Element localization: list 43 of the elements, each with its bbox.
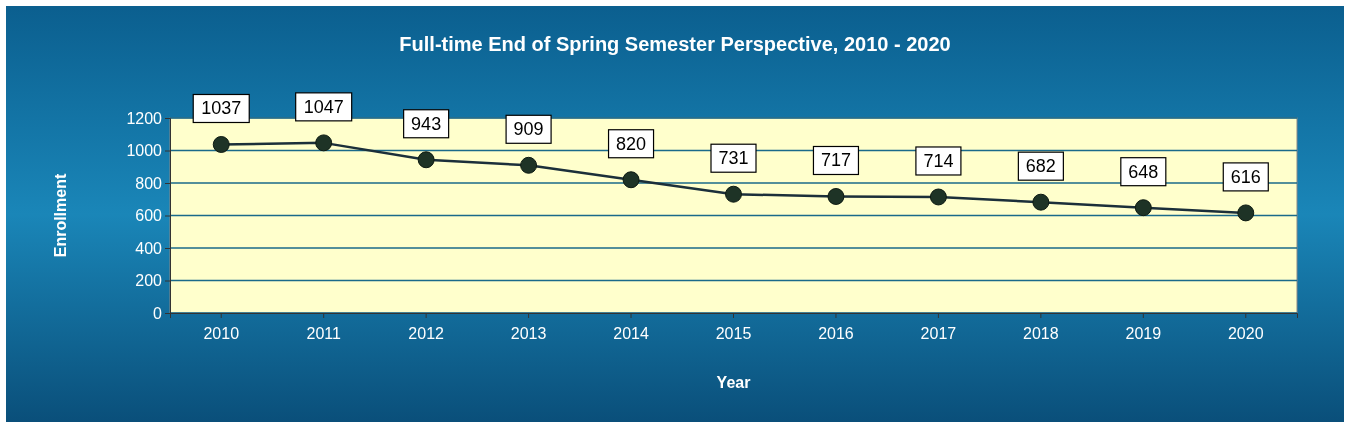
data-label: 1047 <box>303 96 344 117</box>
x-tick-label: 2018 <box>1023 324 1059 342</box>
point <box>1237 204 1255 222</box>
data-label: 1037 <box>201 98 242 119</box>
x-tick-label: 2016 <box>818 324 854 342</box>
x-tick-label: 2019 <box>1125 324 1162 342</box>
x-tick-label: 2017 <box>920 324 957 342</box>
x-tick-label: 2014 <box>613 324 649 342</box>
point <box>929 188 947 206</box>
data-label: 731 <box>718 148 749 169</box>
x-axis-title: Year <box>716 374 751 391</box>
data-label: 909 <box>513 119 544 140</box>
point <box>520 156 538 174</box>
x-tick-label: 2013 <box>510 324 547 342</box>
x-tick-label: 2012 <box>408 324 445 342</box>
data-label: 682 <box>1025 156 1056 177</box>
point <box>212 136 230 153</box>
y-tick-label: 1200 <box>126 109 163 127</box>
y-tick-label: 800 <box>135 174 163 192</box>
point <box>725 185 742 203</box>
data-label: 820 <box>616 133 647 154</box>
chart-title: Full-time End of Spring Semester Perspective, 2010 - 2020 <box>399 33 951 55</box>
x-tick-label: 2015 <box>715 324 752 342</box>
y-tick-label: 600 <box>135 207 163 225</box>
point <box>417 151 435 169</box>
y-tick-label: 1000 <box>126 142 163 160</box>
point <box>827 188 845 205</box>
data-label: 714 <box>923 150 954 171</box>
y-tick-label: 0 <box>153 304 163 322</box>
point <box>1134 199 1152 217</box>
x-tick-label: 2011 <box>306 324 341 342</box>
data-label: 616 <box>1230 166 1261 187</box>
data-label: 943 <box>411 113 442 134</box>
point <box>622 171 640 189</box>
x-tick-label: 2020 <box>1227 324 1264 342</box>
x-tick-label: 2010 <box>203 324 240 342</box>
y-tick-label: 400 <box>135 239 163 257</box>
point <box>315 134 333 152</box>
y-axis-title: Enrollment <box>52 173 69 258</box>
data-label: 648 <box>1128 161 1159 182</box>
y-tick-label: 200 <box>135 272 163 290</box>
point <box>1032 193 1050 211</box>
data-label: 717 <box>820 150 851 171</box>
